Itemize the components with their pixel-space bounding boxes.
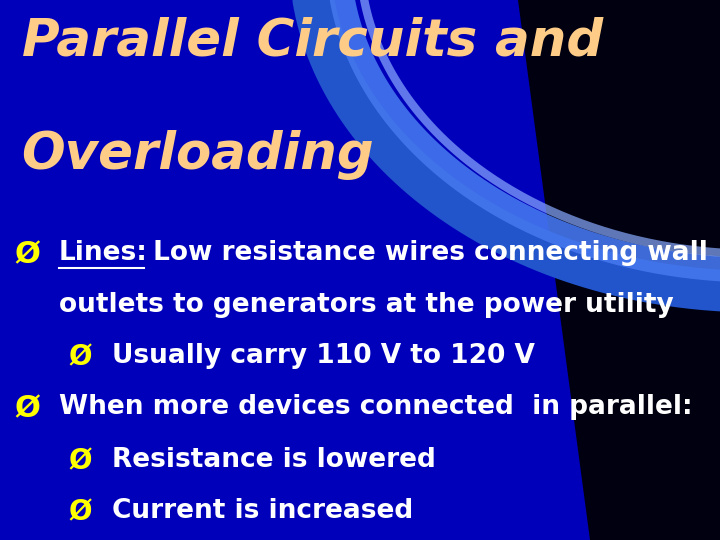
Text: Current is increased: Current is increased [112, 498, 413, 524]
Text: Usually carry 110 V to 120 V: Usually carry 110 V to 120 V [112, 343, 534, 369]
Text: When more devices connected  in parallel:: When more devices connected in parallel: [59, 394, 693, 420]
Text: Resistance is lowered: Resistance is lowered [112, 447, 436, 473]
Text: Low resistance wires connecting wall: Low resistance wires connecting wall [144, 240, 708, 266]
Text: Ø: Ø [14, 394, 40, 423]
Text: Ø: Ø [68, 498, 92, 526]
Text: Ø: Ø [68, 447, 92, 475]
Text: Overloading: Overloading [22, 130, 374, 180]
Text: Ø: Ø [68, 343, 92, 371]
Polygon shape [518, 0, 720, 540]
Text: Parallel Circuits and: Parallel Circuits and [22, 16, 603, 66]
Text: outlets to generators at the power utility: outlets to generators at the power utili… [59, 292, 674, 318]
Text: Lines:: Lines: [59, 240, 148, 266]
Text: Ø: Ø [14, 240, 40, 269]
